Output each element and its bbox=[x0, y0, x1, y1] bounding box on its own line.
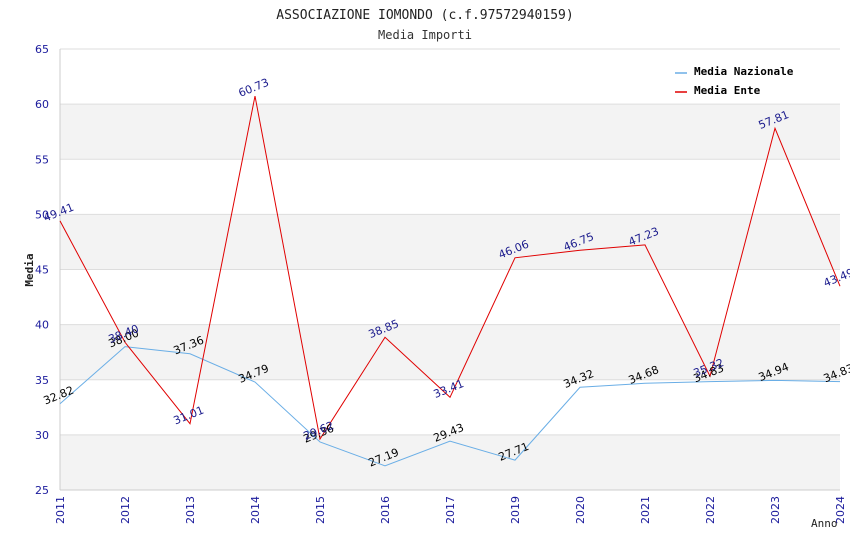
y-tick-label: 55 bbox=[35, 153, 49, 166]
x-tick-label: 2020 bbox=[574, 496, 587, 524]
legend-label-media-nazionale: Media Nazionale bbox=[694, 65, 794, 78]
x-tick-label: 2013 bbox=[184, 496, 197, 524]
x-tick-label: 2023 bbox=[769, 496, 782, 524]
grid-band bbox=[60, 214, 840, 270]
x-tick-label: 2016 bbox=[379, 496, 392, 524]
chart-subtitle: Media Importi bbox=[378, 28, 472, 42]
y-axis-label: Media bbox=[23, 253, 36, 286]
data-label: 60.73 bbox=[237, 76, 271, 100]
y-tick-label: 45 bbox=[35, 264, 49, 277]
x-tick-label: 2019 bbox=[509, 496, 522, 524]
grid-bands bbox=[60, 104, 840, 490]
y-tick-label: 30 bbox=[35, 429, 49, 442]
y-tick-labels: 25 30 35 40 45 50 55 60 65 bbox=[35, 43, 49, 497]
x-tick-label: 2012 bbox=[119, 496, 132, 524]
series-lines bbox=[59, 95, 841, 467]
y-tick-label: 35 bbox=[35, 374, 49, 387]
data-label: 33.41 bbox=[432, 377, 466, 401]
y-tick-label: 25 bbox=[35, 484, 49, 497]
x-tick-label: 2015 bbox=[314, 496, 327, 524]
data-label: 32.82 bbox=[42, 384, 76, 408]
legend-box bbox=[670, 60, 809, 101]
x-tick-label: 2014 bbox=[249, 496, 262, 524]
x-axis-label: Anno bbox=[811, 517, 838, 530]
y-tick-label: 50 bbox=[35, 208, 49, 221]
x-tick-label: 2011 bbox=[54, 496, 67, 524]
legend-label-media-ente: Media Ente bbox=[694, 84, 761, 97]
y-tick-label: 65 bbox=[35, 43, 49, 56]
series-line-media-ente bbox=[59, 95, 841, 441]
grid-band bbox=[60, 104, 840, 160]
legend: Media Nazionale Media Ente bbox=[670, 60, 809, 101]
series-line-media-nazionale bbox=[59, 346, 841, 467]
grid-band bbox=[60, 434, 840, 490]
chart-title: ASSOCIAZIONE IOMONDO (c.f.97572940159) bbox=[276, 8, 573, 23]
x-tick-label: 2021 bbox=[639, 496, 652, 524]
x-tick-label: 2024 bbox=[834, 496, 847, 524]
x-tick-label: 2022 bbox=[704, 496, 717, 524]
x-tick-label: 2017 bbox=[444, 496, 457, 524]
grid-band bbox=[60, 324, 840, 380]
y-tick-label: 40 bbox=[35, 319, 49, 332]
y-tick-label: 60 bbox=[35, 98, 49, 111]
x-tick-labels: 2011 2012 2013 2014 2015 2016 2017 2019 2020 2021… bbox=[54, 496, 847, 524]
